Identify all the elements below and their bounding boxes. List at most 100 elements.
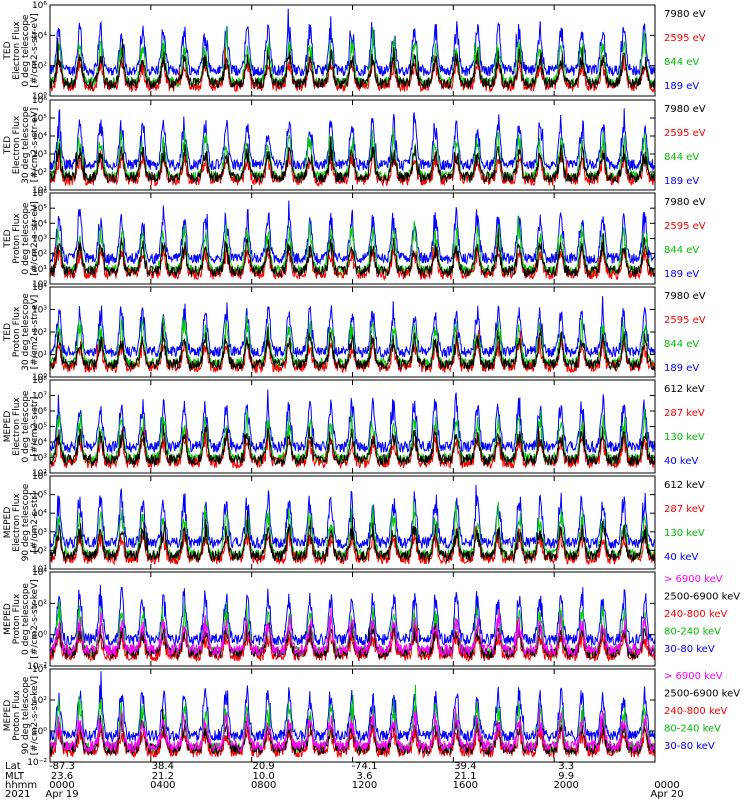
legend-entry: 7980 eV — [664, 197, 706, 208]
legend-entry: 2595 eV — [664, 221, 706, 232]
footer-row-label: MLT — [5, 771, 25, 782]
legend-entry: 130 keV — [664, 432, 705, 443]
footer-row-label: hhmm — [5, 780, 37, 791]
series-7980-ev — [50, 228, 655, 279]
ytick-label: 10⁴ — [32, 132, 47, 142]
legend-entry: 844 eV — [664, 339, 699, 350]
ylabel-line: 0 deg telescope — [21, 14, 31, 86]
legend-entry: 287 keV — [664, 504, 705, 515]
footer-tick-value: -74.1 — [352, 761, 378, 772]
ylabel-line: 0 deg telescope — [21, 202, 31, 274]
ytick-label: 10⁰ — [32, 280, 47, 290]
ylabel-line: 0 deg telescope — [21, 583, 31, 655]
footer-tick-value: 21.2 — [152, 771, 174, 782]
ylabel-line: MEPED — [3, 603, 13, 635]
legend-entry: 189 eV — [664, 363, 699, 374]
legend-entry: 2500-6900 keV — [664, 689, 740, 700]
legend-entry: 80-240 keV — [664, 627, 721, 638]
legend-entry: 7980 eV — [664, 291, 706, 302]
footer-tick-value: 3.3 — [558, 761, 574, 772]
series-30-80-kev — [50, 584, 655, 647]
ytick-label: 10⁻² — [27, 662, 47, 672]
ytick-label: 10² — [32, 328, 47, 338]
panel-7: 10⁻² 10⁰ 10² 10⁴ MEPED Proton Flux 0 deg teles… — [3, 568, 740, 672]
ylabel-line: MEPED — [3, 507, 13, 539]
ytick-label: 10⁰ — [32, 631, 47, 641]
series--6900-kev — [50, 706, 655, 754]
ylabel-line: MEPED — [3, 411, 13, 443]
ytick-label: 10⁵ — [32, 114, 47, 124]
ytick-label: 10³ — [32, 454, 47, 464]
ylabel-line: Electron Flux — [12, 115, 22, 174]
series-612-kev — [50, 422, 655, 467]
footer-tick-value: 9.9 — [558, 771, 574, 782]
ytick-label: 10¹ — [32, 265, 47, 275]
legend-entry: > 6900 keV — [664, 671, 723, 682]
ylabel-line: [#/cm2-s-str-eV] — [30, 295, 40, 370]
footer-tick-value: 0800 — [251, 780, 276, 791]
panel-traces — [50, 584, 655, 663]
ylabel-line: Electron Flux — [12, 397, 22, 456]
panel-3: 10⁰ 10¹ 10² 10³ 10⁴ 10⁵ 10⁶ TED Proton Flux 0 deg… — [3, 189, 706, 290]
ylabel-line: 30 deg telescope — [21, 106, 31, 184]
ylabel-line: [#/cm2-s-str-eV] — [30, 108, 40, 183]
panel-traces — [50, 484, 655, 566]
series-189-ev — [50, 8, 655, 78]
series--6900-kev — [50, 608, 655, 657]
legend-entry: 40 keV — [664, 552, 698, 563]
panel-2: 10¹ 10² 10³ 10⁴ 10⁵ 10⁶ TED Electron Flux 30 deg… — [3, 96, 706, 196]
ytick-label: 10³ — [32, 528, 47, 538]
legend-entry: 189 eV — [664, 269, 699, 280]
footer-tick-value: 0000 — [49, 780, 74, 791]
ytick-label: 10² — [32, 250, 47, 260]
legend-entry: 30-80 keV — [664, 644, 715, 655]
legend-entry: 612 keV — [664, 384, 705, 395]
legend-entry: 189 eV — [664, 176, 699, 187]
ytick-label: 10⁶ — [32, 189, 47, 199]
legend-entry: 130 keV — [664, 528, 705, 539]
footer-tick-value: 0000 — [654, 780, 679, 791]
ylabel-line: [#/cm2-s-str-eV] — [30, 201, 40, 276]
footer-tick-value: Apr 20 — [650, 789, 683, 800]
panel-traces — [50, 389, 655, 470]
ytick-label: 10⁴ — [32, 509, 47, 519]
ytick-label: 10⁻² — [27, 758, 47, 768]
footer-row-label: 2021 — [5, 789, 30, 800]
ylabel-line: 90 deg telescope — [21, 676, 31, 754]
footer-tick-value: 0400 — [150, 780, 175, 791]
ytick-label: 10⁴ — [32, 568, 47, 578]
ytick-label: 10⁵ — [32, 491, 47, 501]
series-189-ev — [50, 108, 655, 173]
panel-6: 10¹ 10² 10³ 10⁴ 10⁵ 10⁶ MEPED Electron Flux 90 d… — [3, 472, 705, 575]
ytick-label: 10⁴ — [32, 31, 47, 41]
footer-tick-value: Apr 19 — [45, 789, 78, 800]
ytick-label: 10² — [32, 599, 47, 609]
footer-tick-value: 39.4 — [454, 761, 476, 772]
ylabel-line: [#/cm2-s-str-keV] — [30, 676, 40, 755]
ytick-label: 10³ — [32, 235, 47, 245]
panel-traces — [50, 671, 655, 760]
legend-entry: 7980 eV — [664, 104, 706, 115]
ytick-label: 10⁶ — [32, 407, 47, 417]
ylabel-line: [#/cm2-s-str] — [30, 396, 40, 456]
series-612-kev — [50, 510, 655, 564]
ytick-label: 10⁶ — [32, 1, 47, 11]
ytick-label: 10⁸ — [32, 376, 47, 386]
ytick-label: 10⁰ — [32, 373, 47, 383]
ytick-label: 10² — [32, 168, 47, 178]
ytick-label: 10⁰ — [32, 92, 47, 102]
legend-entry: 240-800 keV — [664, 706, 728, 717]
series-7980-ev — [50, 323, 655, 372]
panel-traces — [50, 200, 655, 282]
legend-entry: 7980 eV — [664, 9, 706, 20]
panel-1: 10⁰ 10² 10⁴ 10⁶ TED Electron Flux 0 deg telesc… — [3, 1, 706, 102]
ytick-label: 10⁷ — [32, 392, 47, 402]
footer-tick-value: 3.6 — [357, 771, 373, 782]
ytick-label: 10⁶ — [32, 96, 47, 106]
panel-8: 10⁻² 10⁰ 10² 10⁴ MEPED Proton Flux 90 deg tele… — [3, 665, 740, 768]
series-7980-ev — [50, 37, 655, 91]
legend-entry: 2595 eV — [664, 33, 706, 44]
